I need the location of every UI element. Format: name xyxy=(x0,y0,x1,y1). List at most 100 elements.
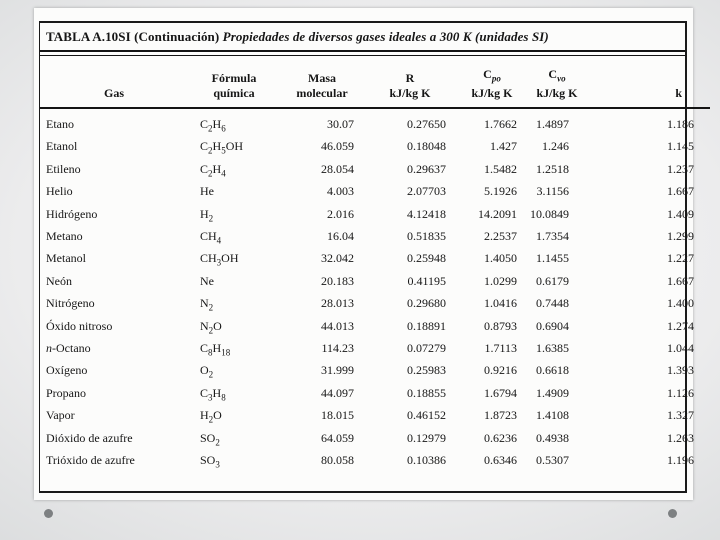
slide-footer-dot-right xyxy=(668,509,677,518)
k-cell: 1.299 xyxy=(667,229,694,244)
r-cell: 0.29637 xyxy=(407,161,446,176)
k-cell: 1.667 xyxy=(667,273,694,288)
cpo-cell: 1.0416 xyxy=(484,296,517,311)
gas-name-cell: Helio xyxy=(46,184,73,199)
r-cell: 0.46152 xyxy=(407,408,446,423)
cpo-cell: 0.9216 xyxy=(484,363,517,378)
formula-cell: H2 xyxy=(200,206,214,224)
gas-name-cell: Neón xyxy=(46,273,72,288)
masa-cell: 28.013 xyxy=(321,296,354,311)
cpo-cell: 0.6346 xyxy=(484,453,517,468)
masa-cell: 20.183 xyxy=(321,273,354,288)
formula-cell: CH3OH xyxy=(200,251,239,268)
cpo-cell: 1.4050 xyxy=(484,251,517,266)
gas-name-cell: Dióxido de azufre xyxy=(46,430,133,445)
formula-cell: CH4 xyxy=(200,229,222,246)
gas-name-cell: Trióxido de azufre xyxy=(46,453,135,468)
gas-row: Dióxido de azufre SO2 64.059 0.12979 0.6236 0… xyxy=(40,427,710,449)
cvo-cell: 0.6179 xyxy=(536,273,569,288)
masa-cell: 18.015 xyxy=(321,408,354,423)
gas-row: n-Octano C8H18 114.23 0.07279 1.7113 1.6385 1.… xyxy=(40,337,710,359)
masa-cell: 46.059 xyxy=(321,139,354,154)
cpo-cell: 1.5482 xyxy=(484,161,517,176)
k-cell: 1.126 xyxy=(667,385,694,400)
k-cell: 1.044 xyxy=(667,341,694,356)
masa-cell: 80.058 xyxy=(321,453,354,468)
column-header-formula: Fórmula química xyxy=(188,56,280,109)
cvo-cell: 1.4897 xyxy=(536,117,569,131)
cpo-cell: 5.1926 xyxy=(484,184,517,199)
masa-cell: 31.999 xyxy=(321,363,354,378)
cvo-cell: 1.2518 xyxy=(536,161,569,176)
gas-row: Etileno C2H4 28.054 0.29637 1.5482 1.2518 1.23… xyxy=(40,158,710,180)
gas-row: Nitrógeno N2 28.013 0.29680 1.0416 0.7448 1.40… xyxy=(40,292,710,314)
k-cell: 1.400 xyxy=(667,296,694,311)
masa-cell: 44.013 xyxy=(321,318,354,333)
gas-row: Hidrógeno H2 2.016 4.12418 14.2091 10.0849 1.4… xyxy=(40,203,710,225)
gas-row: Helio He 4.003 2.07703 5.1926 3.1156 1.667 xyxy=(40,180,710,202)
cvo-cell: 1.4108 xyxy=(536,408,569,423)
table-frame: TABLA A.10SI (Continuación) Propiedades … xyxy=(39,21,710,493)
gas-name-cell: Metano xyxy=(46,229,83,244)
cpo-cell: 1.8723 xyxy=(484,408,517,423)
gas-row: Neón Ne 20.183 0.41195 1.0299 0.6179 1.667 xyxy=(40,270,710,292)
gas-row: Etanol C2H5OH 46.059 0.18048 1.427 1.246 1.145 xyxy=(40,135,710,157)
gas-row: Óxido nitroso N2O 44.013 0.18891 0.8793 0.690… xyxy=(40,315,710,337)
k-cell: 1.409 xyxy=(667,206,694,221)
masa-cell: 2.016 xyxy=(327,206,354,221)
cpo-cell: 14.2091 xyxy=(478,206,517,221)
cpo-cell: 1.427 xyxy=(490,139,517,154)
cvo-cell: 0.5307 xyxy=(536,453,569,468)
formula-cell: C2H5OH xyxy=(200,139,244,156)
formula-cell: C2H6 xyxy=(200,117,226,134)
k-cell: 1.145 xyxy=(667,139,694,154)
gas-name-cell: Etanol xyxy=(46,139,78,154)
k-cell: 1.186 xyxy=(667,117,694,131)
formula-cell: SO3 xyxy=(200,453,220,470)
formula-cell: SO2 xyxy=(200,430,220,448)
formula-cell: C3H8 xyxy=(200,385,226,403)
gas-name-cell: Nitrógeno xyxy=(46,296,95,311)
masa-cell: 64.059 xyxy=(321,430,354,445)
cpo-cell: 0.6236 xyxy=(484,430,517,445)
cpo-cell: 2.2537 xyxy=(484,229,517,244)
gas-row: Metanol CH3OH 32.042 0.25948 1.4050 1.1455 1.2… xyxy=(40,247,710,269)
gas-name-cell: Óxido nitroso xyxy=(46,318,113,333)
k-cell: 1.227 xyxy=(667,251,694,266)
table-title-label: TABLA A.10SI (Continuación) xyxy=(46,29,220,44)
r-cell: 0.10386 xyxy=(407,453,446,468)
column-header-k: k xyxy=(586,56,710,109)
r-cell: 0.25948 xyxy=(407,251,446,266)
k-cell: 1.274 xyxy=(667,318,694,333)
formula-cell: He xyxy=(200,184,214,199)
formula-cell: O2 xyxy=(200,363,214,380)
r-cell: 0.29680 xyxy=(407,296,446,311)
masa-cell: 32.042 xyxy=(321,251,354,266)
gas-name-cell: Hidrógeno xyxy=(46,206,98,221)
column-header-gas: Gas xyxy=(40,56,188,109)
r-cell: 4.12418 xyxy=(407,206,446,221)
column-header-cpo: Cpo kJ/kg K xyxy=(456,56,528,109)
gas-name-cell: Oxígeno xyxy=(46,363,88,378)
cvo-cell: 0.6904 xyxy=(536,318,569,333)
gas-row: Metano CH4 16.04 0.51835 2.2537 1.7354 1.299 xyxy=(40,225,710,247)
masa-cell: 16.04 xyxy=(327,229,354,244)
r-cell: 0.27650 xyxy=(407,117,446,131)
k-cell: 1.667 xyxy=(667,184,694,199)
r-cell: 0.51835 xyxy=(407,229,446,244)
column-header-cvo: Cvo kJ/kg K xyxy=(528,56,586,109)
r-cell: 0.12979 xyxy=(407,430,446,445)
gas-name-cell: Etano xyxy=(46,117,74,131)
cvo-cell: 1.7354 xyxy=(536,229,569,244)
r-cell: 0.25983 xyxy=(407,363,446,378)
masa-cell: 44.097 xyxy=(321,385,354,400)
cvo-cell: 1.4909 xyxy=(536,385,569,400)
cvo-cell: 3.1156 xyxy=(536,184,569,199)
table-body: Etano C2H6 30.07 0.27650 1.7662 1.4897 1.186 Et… xyxy=(40,108,710,472)
slide-footer-dot-left xyxy=(44,509,53,518)
cpo-cell: 1.7113 xyxy=(484,341,517,356)
r-cell: 0.41195 xyxy=(407,273,446,288)
